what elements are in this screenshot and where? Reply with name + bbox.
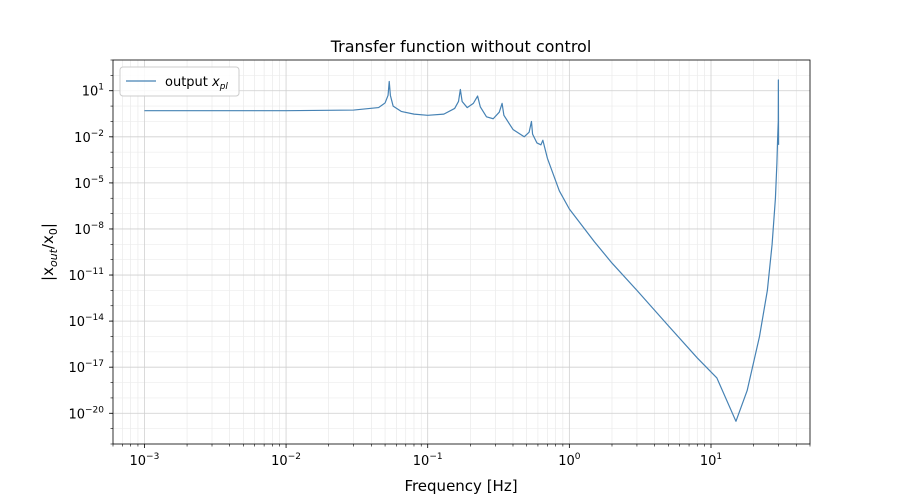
x-tick-exp: −3 <box>146 452 159 462</box>
x-tick-exp: 1 <box>716 452 722 462</box>
x-tick-base: 10 <box>700 454 717 469</box>
y-tick-exp: −17 <box>85 359 104 369</box>
grid-lines <box>112 59 811 445</box>
legend-box <box>119 66 240 97</box>
legend-label-text: output <box>165 75 212 90</box>
x-tick-label: 101 <box>700 452 722 469</box>
y-axis-label-sub: out <box>47 248 60 267</box>
y-axis-label-end: | <box>39 223 57 228</box>
series-lines <box>144 79 780 422</box>
chart-title: Transfer function without control <box>330 37 592 56</box>
x-tick-base: 10 <box>130 454 147 469</box>
legend-label-var: x <box>211 75 220 90</box>
y-tick-label: 10−8 <box>74 221 104 238</box>
y-tick-base: 10 <box>74 223 91 238</box>
y-tick-label: 10−2 <box>74 129 104 146</box>
y-tick-label: 101 <box>82 83 104 100</box>
plot-frame <box>112 59 811 445</box>
x-tick-label: 10−3 <box>130 452 160 469</box>
y-tick-base: 10 <box>74 177 91 192</box>
y-axis-label-slash: /x <box>39 235 57 249</box>
y-tick-exp: −8 <box>91 221 105 231</box>
x-tick-exp: −2 <box>288 452 301 462</box>
x-axis-ticks: 10−3 10−2 10−1 100 101 <box>112 444 811 469</box>
y-tick-exp: −11 <box>85 267 104 277</box>
y-tick-base: 10 <box>68 407 85 422</box>
legend-label: output xpl <box>165 75 228 92</box>
y-tick-label: 10−17 <box>68 359 104 376</box>
y-tick-base: 10 <box>68 269 85 284</box>
x-tick-base: 10 <box>558 454 575 469</box>
y-tick-label: 10−20 <box>68 405 104 422</box>
y-tick-base: 10 <box>74 131 91 146</box>
y-tick-exp: −20 <box>85 405 104 415</box>
legend-label-sub: pl <box>219 82 229 92</box>
y-tick-base: 10 <box>82 85 99 100</box>
y-tick-exp: −2 <box>91 129 104 139</box>
legend: output xpl <box>119 66 240 97</box>
y-tick-label: 10−11 <box>68 267 104 284</box>
x-axis-label: Frequency [Hz] <box>404 477 517 495</box>
x-tick-label: 10−2 <box>271 452 301 469</box>
y-tick-exp: −5 <box>91 175 104 185</box>
y-tick-label: 10−14 <box>68 313 104 330</box>
x-tick-base: 10 <box>413 454 430 469</box>
y-tick-base: 10 <box>68 361 85 376</box>
y-tick-exp: −14 <box>85 313 104 323</box>
x-tick-exp: −1 <box>429 452 442 462</box>
y-tick-base: 10 <box>68 315 85 330</box>
y-tick-label: 10−5 <box>74 175 104 192</box>
y-axis-label-sub-zero: 0 <box>47 228 60 235</box>
x-tick-label: 10−1 <box>413 452 443 469</box>
y-tick-exp: 1 <box>98 83 104 93</box>
x-tick-label: 100 <box>558 452 581 469</box>
series-line <box>144 79 780 422</box>
x-tick-exp: 0 <box>575 452 581 462</box>
x-tick-base: 10 <box>271 454 288 469</box>
